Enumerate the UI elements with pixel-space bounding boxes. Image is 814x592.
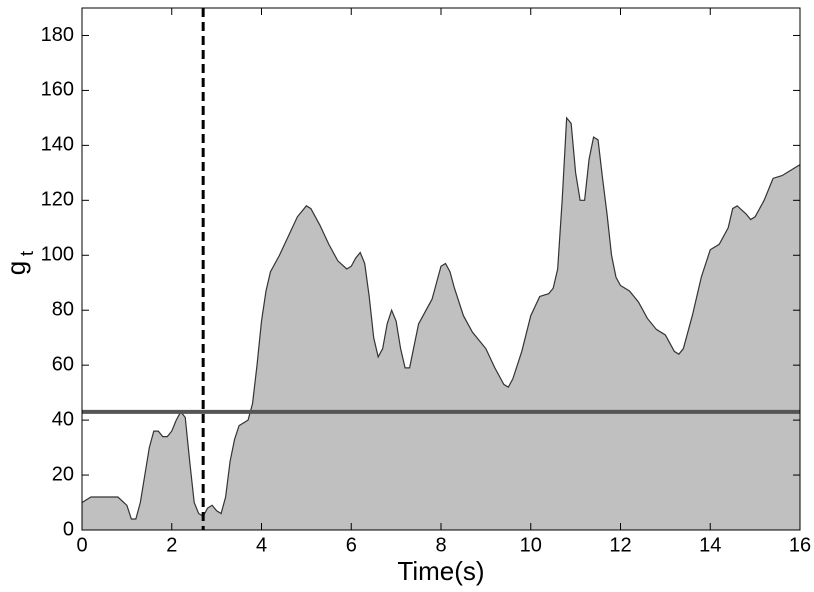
y-tick-label: 60 — [52, 353, 74, 375]
y-tick-label: 80 — [52, 298, 74, 320]
y-tick-label: 40 — [52, 408, 74, 430]
area-line — [81, 116, 801, 520]
y-tick-label: 140 — [41, 134, 74, 156]
x-tick-label: 14 — [699, 534, 721, 556]
x-tick-label: 8 — [435, 534, 446, 556]
x-tick-label: 10 — [520, 534, 542, 556]
x-tick-label: 0 — [76, 534, 87, 556]
x-tick-label: 4 — [256, 534, 267, 556]
y-tick-label: 160 — [41, 79, 74, 101]
y-tick-label: 100 — [41, 244, 74, 266]
x-label: Time(s) — [397, 556, 484, 586]
y-tick-label: 0 — [63, 518, 74, 540]
area-fill — [82, 117, 800, 530]
x-tick-label: 6 — [346, 534, 357, 556]
y-label-sub: t — [17, 251, 37, 256]
x-tick-label: 16 — [789, 534, 811, 556]
y-label: g t — [1, 251, 37, 275]
y-tick-label: 20 — [52, 463, 74, 485]
y-tick-label: 120 — [41, 189, 74, 211]
y-label-base: g — [1, 261, 31, 275]
x-tick-label: 12 — [609, 534, 631, 556]
y-tick-label: 180 — [41, 24, 74, 46]
x-tick-label: 2 — [166, 534, 177, 556]
